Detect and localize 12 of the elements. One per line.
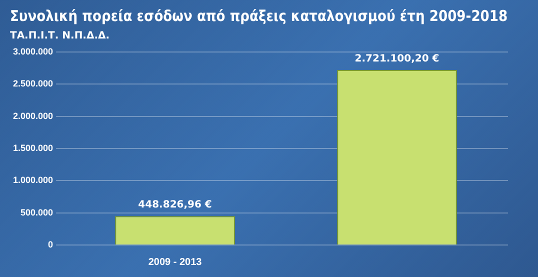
chart-subtitle: ΤΑ.Π.Ι.Τ. Ν.Π.Δ.Δ. [10, 30, 110, 42]
data-label: 448.826,96 € [138, 200, 212, 211]
y-tick-label: 1.000.000 [12, 175, 54, 186]
data-label: 2.721.100,20 € [354, 54, 440, 65]
chart-title: Συνολική πορεία εσόδων από πράξεις καταλογισμού έτη 2009-2018 [10, 8, 508, 26]
y-tick-label: 3.000.000 [12, 46, 54, 56]
y-tick-label: 1.500.000 [12, 142, 54, 153]
y-tick-label: 2.500.000 [12, 78, 54, 89]
y-tick-label: 500.000 [20, 207, 54, 218]
y-tick-label: 0 [48, 239, 54, 250]
x-tick-label: 2009 - 2013 [148, 256, 202, 268]
y-tick-label: 2.000.000 [12, 110, 54, 121]
